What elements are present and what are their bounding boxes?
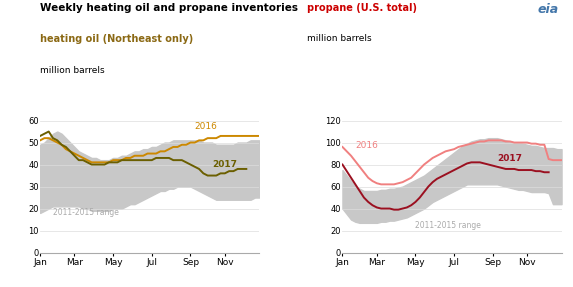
Text: 2011-2015 range: 2011-2015 range xyxy=(415,221,481,230)
Text: 2017: 2017 xyxy=(497,154,522,163)
Text: 2016: 2016 xyxy=(355,141,378,150)
Text: heating oil (Northeast only): heating oil (Northeast only) xyxy=(40,34,193,44)
Text: 2016: 2016 xyxy=(195,122,218,131)
Text: eia: eia xyxy=(537,3,559,16)
Text: propane (U.S. total): propane (U.S. total) xyxy=(307,3,417,13)
Text: million barrels: million barrels xyxy=(307,34,371,43)
Text: 2011-2015 range: 2011-2015 range xyxy=(53,208,119,217)
Text: Weekly heating oil and propane inventories: Weekly heating oil and propane inventori… xyxy=(40,3,298,13)
Text: million barrels: million barrels xyxy=(40,66,105,75)
Text: 2017: 2017 xyxy=(212,160,237,169)
